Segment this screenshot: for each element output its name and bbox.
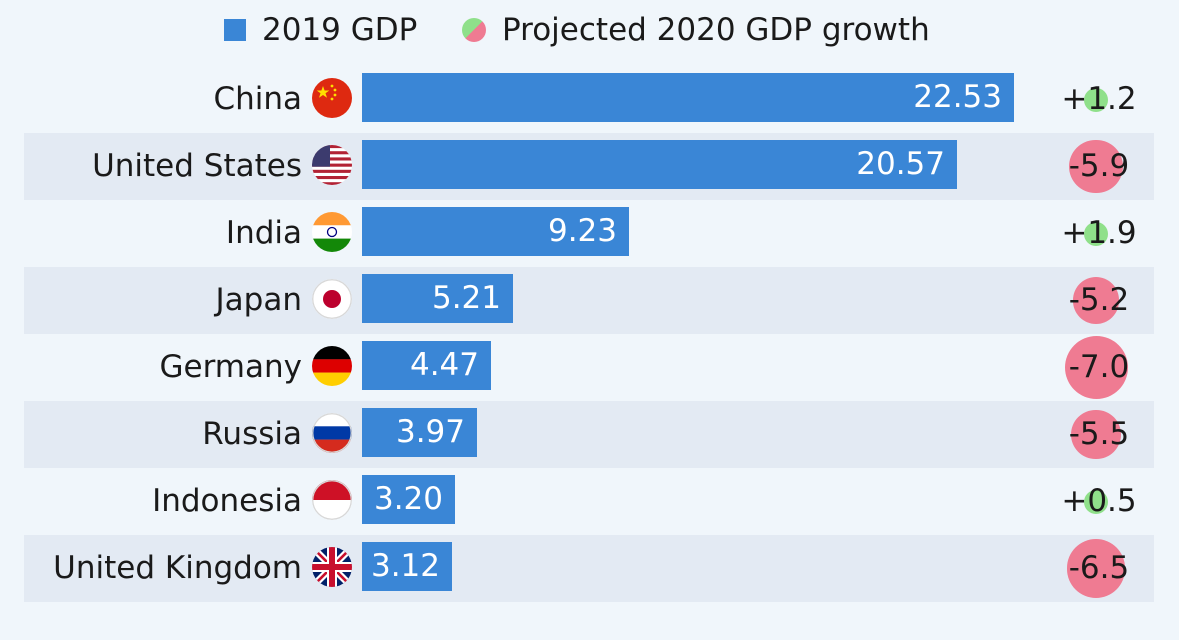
japan-flag-icon (312, 279, 352, 319)
growth-dot (1084, 87, 1108, 112)
growth-dot (1071, 409, 1121, 460)
gdp-value-label: 4.47 (409, 347, 479, 383)
legend-item-gdp: 2019 GDP (224, 10, 417, 50)
category-label: India (225, 215, 302, 251)
growth-value-label: -6.5 (1068, 550, 1130, 586)
gdp-value-label: 22.53 (913, 79, 1002, 115)
gdp-bar (362, 408, 477, 457)
category-label: United States (92, 148, 302, 184)
gdp-value-label: 20.57 (856, 146, 945, 182)
category-label: Indonesia (152, 483, 302, 519)
chart-row: Japan 5.21 -5.2 (24, 267, 1154, 334)
growth-value-label: +1.9 (1061, 215, 1137, 251)
gdp-bar (362, 140, 957, 189)
india-flag-icon (312, 212, 352, 252)
gdp-value-label: 3.12 (370, 548, 440, 584)
gdp-value-label: 3.97 (395, 414, 465, 450)
growth-value-label: -5.9 (1068, 148, 1130, 184)
gdp-value-label: 5.21 (431, 280, 501, 316)
gdp-bar (362, 341, 491, 390)
growth-dot (1069, 139, 1123, 194)
growth-value-label: -7.0 (1068, 349, 1130, 385)
growth-dot (1072, 277, 1120, 324)
chart-row: Germany 4.47 -7.0 (24, 334, 1154, 401)
germany-flag-icon (312, 346, 352, 386)
legend-dot-icon (462, 18, 486, 42)
gdp-bar (362, 475, 455, 524)
growth-dot (1064, 336, 1128, 399)
gdp-bar (362, 274, 513, 323)
growth-dot (1066, 539, 1126, 598)
category-label: Russia (202, 416, 302, 452)
gdp-value-label: 9.23 (547, 213, 617, 249)
growth-value-label: +1.2 (1061, 81, 1137, 117)
growth-value-label: -5.2 (1068, 282, 1130, 318)
growth-value-label: -5.5 (1068, 416, 1130, 452)
category-label: Germany (159, 349, 302, 385)
uk-flag-icon (312, 547, 352, 587)
china-flag-icon (312, 78, 352, 118)
chart-row: India 9.23 +1.9 (24, 200, 1154, 267)
usa-flag-icon (312, 145, 352, 185)
russia-flag-icon (312, 413, 352, 453)
chart-row: Indonesia 3.20 +0.5 (24, 468, 1154, 535)
legend-item-growth: Projected 2020 GDP growth (462, 10, 930, 50)
gdp-bar (362, 207, 629, 256)
growth-dot (1084, 221, 1108, 246)
legend: 2019 GDP Projected 2020 GDP growth (0, 0, 1179, 62)
chart-row: China 22.53 +1.2 (24, 66, 1154, 133)
indonesia-flag-icon (312, 480, 352, 520)
gdp-bar (362, 542, 452, 591)
category-label: United Kingdom (53, 550, 302, 586)
legend-gdp-label: 2019 GDP (262, 12, 418, 48)
legend-square-icon (224, 19, 246, 41)
category-label: China (213, 81, 302, 117)
chart-row: Russia 3.97 -5.5 (24, 401, 1154, 468)
growth-dot (1084, 489, 1108, 514)
chart-row: United States 20.57 -5.9 (24, 133, 1154, 200)
category-label: Japan (215, 282, 302, 318)
chart-row: United Kingdom 3.12 -6.5 (24, 535, 1154, 602)
legend-growth-label: Projected 2020 GDP growth (502, 12, 930, 48)
gdp-value-label: 3.20 (373, 481, 443, 517)
growth-value-label: +0.5 (1061, 483, 1137, 519)
gdp-bar (362, 73, 1014, 122)
